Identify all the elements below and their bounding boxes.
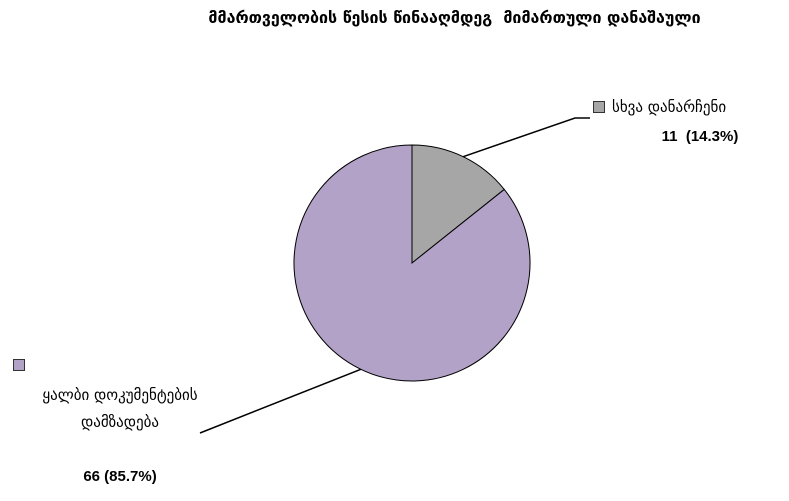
legend-swatch <box>593 101 605 113</box>
chart-title: მმართველობის წესის წინააღმდეგ მიმართული … <box>208 8 701 27</box>
pie-slice <box>293 144 531 382</box>
pie-slice <box>411 144 505 265</box>
slice-label: ყალბი დოკუმენტების დამზადება <box>42 386 198 431</box>
value-label: 11 (14.3%) <box>661 128 739 145</box>
value-label: 66 (85.7%) <box>83 468 157 485</box>
legend-swatch <box>13 359 25 371</box>
leader-line <box>462 117 590 158</box>
slice-label: სხვა დანარჩენი <box>612 98 727 116</box>
leader-line <box>199 368 362 434</box>
